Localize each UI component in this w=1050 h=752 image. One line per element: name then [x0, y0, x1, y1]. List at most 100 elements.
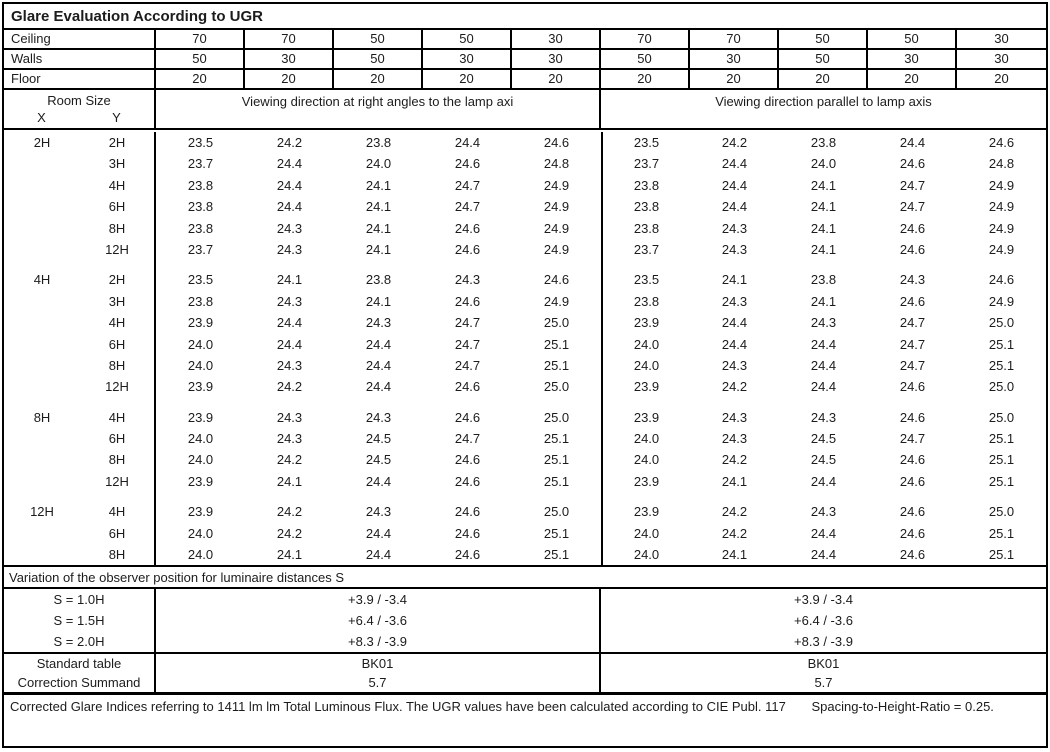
ugr-value-cell: 23.8: [187, 199, 214, 215]
summary-value-cell: 5.7: [814, 675, 833, 690]
room-x-cell: 2H: [33, 135, 51, 150]
ugr-data-row: 3H 23.8 24.3 24.1 24.6 24.9 23.8 24.3 24.1 24.6 24…: [4, 290, 1046, 313]
surface-value-cell: 50: [423, 30, 512, 48]
ugr-value-cell: 25.0: [988, 315, 1015, 331]
ugr-value-cell: 24.4: [365, 357, 392, 373]
ugr-value-cell: 24.1: [721, 473, 748, 489]
ugr-value-cell: 25.0: [543, 504, 570, 520]
group-gap-row: [4, 492, 1046, 502]
ugr-value-cell: 24.7: [899, 357, 926, 373]
ugr-value-cell: 24.6: [899, 220, 926, 236]
ugr-value-cell: 23.8: [601, 196, 690, 218]
ugr-value-cell: 24.6: [454, 452, 481, 468]
surface-value-cell: 70: [245, 30, 334, 48]
ugr-value-cell: 24.2: [276, 525, 303, 541]
ugr-value-cell: 24.6: [899, 473, 926, 489]
y-axis-label: Y: [112, 110, 121, 126]
room-y-cell: 12H: [80, 376, 156, 398]
ugr-value-cell: 24.3: [721, 431, 748, 447]
ugr-value-cell: 25.1: [543, 473, 570, 489]
ugr-data-row: 4H 2H 23.5 24.1 23.8 24.3 24.6 23.5 24.1 23.8 24.3…: [4, 269, 1046, 291]
room-x-cell: [4, 544, 80, 565]
surface-value-cell: 20: [512, 70, 601, 88]
room-y-cell: 6H: [80, 522, 156, 545]
ugr-value-cell: 24.3: [276, 409, 303, 425]
ugr-value-cell: 24.4: [365, 473, 392, 489]
ugr-value-cell: 24.9: [988, 241, 1015, 257]
surface-row: Ceiling 70 70 50 50 30 70 70 50 50 30: [4, 30, 1046, 50]
ugr-data-row: 4H 23.8 24.4 24.1 24.7 24.9 23.8 24.4 24.1 24.7 24…: [4, 174, 1046, 197]
ugr-value-cell: 24.6: [899, 241, 926, 257]
ugr-data-row: 8H 4H 23.9 24.3 24.3 24.6 25.0 23.9 24.3 24.3 24.6…: [4, 406, 1046, 429]
surface-value-cell: 20: [601, 70, 690, 88]
ugr-data-row: 4H 23.9 24.4 24.3 24.7 25.0 23.9 24.4 24.3 24.7 25…: [4, 312, 1046, 334]
room-x-cell: [4, 334, 80, 355]
ugr-value-cell: 24.0: [601, 354, 690, 377]
surface-row: Floor 20 20 20 20 20 20 20 20 20 20: [4, 70, 1046, 90]
ugr-value-cell: 24.4: [276, 315, 303, 331]
variation-value-cell: +6.4 / -3.6: [156, 610, 601, 631]
variation-value-cell: +6.4 / -3.6: [794, 613, 853, 628]
room-y-cell: 4H: [80, 501, 156, 523]
ugr-value-cell: 24.4: [276, 336, 303, 352]
ugr-value-cell: 24.1: [810, 199, 837, 215]
ugr-data-row: 12H 23.7 24.3 24.1 24.6 24.9 23.7 24.3 24.1 24.6 2…: [4, 238, 1046, 261]
room-x-cell: [4, 153, 80, 174]
ugr-value-cell: 23.9: [601, 312, 690, 334]
surface-value-cell: 70: [601, 30, 690, 48]
ugr-data-row: 6H 24.0 24.2 24.4 24.6 25.1 24.0 24.2 24.4 24.6 25…: [4, 522, 1046, 545]
room-y-cell: 8H: [80, 217, 156, 239]
ugr-value-cell: 23.5: [601, 132, 690, 154]
ugr-value-cell: 24.9: [988, 293, 1015, 309]
ugr-value-cell: 24.7: [899, 315, 926, 331]
ugr-value-cell: 24.7: [454, 336, 481, 352]
surface-value-cell: 70: [690, 30, 779, 48]
ugr-value-cell: 25.0: [988, 379, 1015, 395]
ugr-value-cell: 25.0: [988, 409, 1015, 425]
ugr-value-cell: 24.2: [276, 504, 303, 520]
room-x-cell: [4, 239, 80, 260]
variation-row: S = 1.5H +6.4 / -3.6 +6.4 / -3.6: [4, 610, 1046, 631]
ugr-value-cell: 24.6: [454, 379, 481, 395]
ugr-value-cell: 23.8: [365, 135, 392, 150]
ugr-value-cell: 23.8: [601, 217, 690, 239]
ugr-value-cell: 24.1: [365, 293, 392, 309]
ugr-value-cell: 24.4: [810, 336, 837, 352]
room-x-cell: [4, 218, 80, 239]
room-y-cell: [80, 260, 156, 270]
ugr-value-cell: 25.0: [543, 379, 570, 395]
ugr-value-cell: 24.0: [187, 336, 214, 352]
ugr-value-cell: 24.7: [454, 177, 481, 193]
ugr-value-cell: 24.0: [187, 525, 214, 541]
footer-note: Corrected Glare Indices referring to 141…: [10, 699, 786, 714]
room-x-cell: [4, 196, 80, 217]
surface-value-cell: 20: [423, 70, 512, 88]
ugr-value-cell: 25.1: [988, 473, 1015, 489]
ugr-value-cell: 24.1: [276, 473, 303, 489]
surface-value-cell: 20: [156, 70, 245, 88]
ugr-value-cell: 24.7: [454, 431, 481, 447]
ugr-value-cell: 23.8: [601, 174, 690, 197]
room-y-cell: 12H: [80, 470, 156, 493]
ugr-value-cell: [156, 260, 245, 269]
ugr-value-cell: 24.0: [187, 452, 214, 468]
ugr-value-cell: 24.3: [721, 241, 748, 257]
ugr-value-cell: 24.0: [601, 449, 690, 471]
ugr-value-cell: 24.6: [454, 525, 481, 541]
ugr-value-cell: 25.1: [543, 357, 570, 373]
ugr-value-cell: [423, 260, 512, 269]
ugr-value-cell: 24.7: [899, 177, 926, 193]
room-x-cell: [4, 260, 80, 269]
ugr-value-cell: 24.9: [543, 241, 570, 257]
room-x-cell: [4, 523, 80, 544]
ugr-value-cell: 24.9: [988, 220, 1015, 236]
ugr-value-cell: [334, 492, 423, 501]
ugr-value-cell: 24.3: [721, 293, 748, 309]
ugr-value-cell: 24.3: [721, 220, 748, 236]
ugr-value-cell: 23.9: [187, 473, 214, 489]
ugr-value-cell: [601, 397, 690, 407]
room-x-cell: [4, 428, 80, 449]
surface-value-cell: 20: [690, 70, 779, 88]
ugr-value-cell: [512, 492, 601, 501]
